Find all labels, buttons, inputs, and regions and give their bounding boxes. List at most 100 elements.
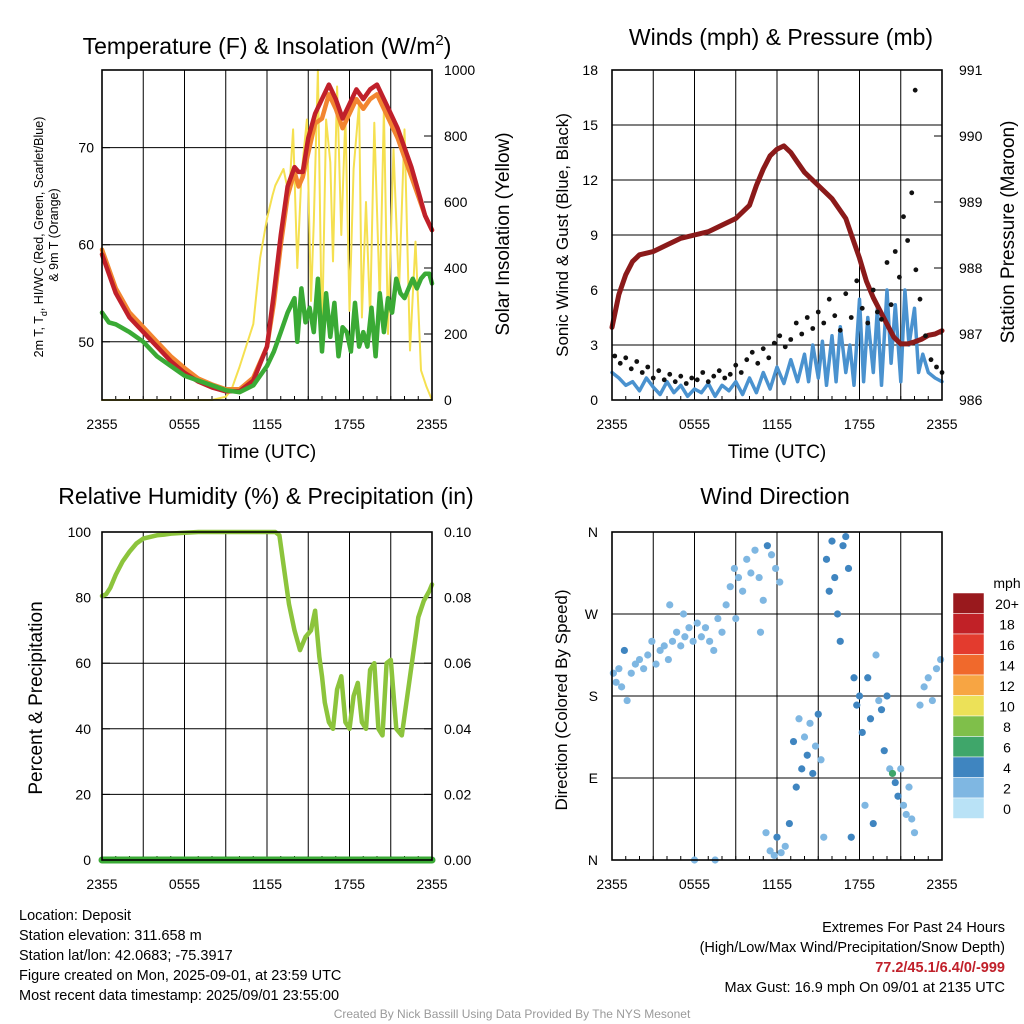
title-part: Temperature (F) & Insolation (W/m (83, 33, 436, 59)
x-tick-label: 2355 (86, 876, 117, 892)
x-tick-label: 1755 (844, 876, 875, 892)
direction-point (751, 546, 759, 554)
x-tick-label: 2355 (416, 876, 447, 892)
direction-point (767, 551, 776, 559)
direction-point (718, 628, 726, 636)
y-tick-label: 60 (75, 655, 91, 671)
y-tick-label: 3 (590, 337, 598, 353)
direction-point (897, 765, 905, 773)
wind-direction-chart-title: Wind Direction (700, 483, 850, 509)
gust-point (821, 320, 827, 326)
legend-title: mph (993, 575, 1020, 591)
y-tick-label: 6 (590, 282, 598, 298)
gust-point (905, 238, 911, 243)
direction-point (620, 646, 628, 655)
y-axis-label: Percent & Precipitation (26, 601, 47, 794)
direction-point (932, 665, 941, 673)
direction-point (722, 601, 730, 609)
gust-point (923, 333, 928, 339)
latlon-text: Station lat/lon: 42.0683; -75.3917 (19, 948, 233, 964)
gust-point (799, 331, 805, 337)
plot-border (101, 69, 433, 401)
direction-point (894, 792, 902, 800)
gust-point (749, 349, 755, 355)
direction-point (828, 537, 836, 545)
x-tick-label: 2355 (596, 416, 627, 432)
gust-point (656, 368, 662, 374)
y-tick-label: S (589, 688, 598, 704)
direction-point (880, 747, 888, 755)
plot-border (611, 69, 943, 401)
extremes-info: Extremes For Past 24 Hours (High/Low/Max… (700, 918, 1005, 998)
y-tick-label: 70 (78, 140, 94, 156)
direction-point (869, 819, 877, 828)
direction-point (755, 573, 763, 582)
direction-point (697, 633, 705, 641)
gust-point (843, 291, 849, 297)
y-tick-label: 0 (590, 392, 598, 408)
legend-label: 2 (1003, 781, 1011, 797)
direction-point (609, 669, 617, 677)
direction-point (762, 829, 770, 837)
y-right-tick-label: 990 (959, 128, 983, 144)
direction-point (635, 655, 644, 664)
legend-swatch (952, 756, 985, 778)
direction-point (822, 555, 831, 563)
direction-point (842, 532, 850, 541)
x-tick-label: 1155 (762, 876, 792, 892)
direction-point (920, 683, 928, 691)
y-tick-label: 40 (75, 721, 91, 737)
x-tick-label: 0555 (169, 876, 200, 892)
gust-point (782, 344, 788, 350)
gust-point (672, 379, 678, 385)
y-right-axis-label: Station Pressure (Maroon) (998, 121, 1019, 344)
gust-point (788, 337, 794, 342)
y-axis-label-line1: 2m T, Td, HI/WC (Red, Green, Scarlet/Blu… (32, 117, 49, 358)
direction-point (905, 783, 913, 791)
y-right-tick-label: 600 (444, 194, 468, 210)
direction-point (756, 628, 765, 636)
y-label-part: 2m T, T (32, 316, 46, 358)
direction-point (902, 810, 910, 819)
direction-point (763, 542, 771, 550)
y-axis-label-line2: & 9m T (Orange) (47, 188, 61, 281)
extremes-heading: Extremes For Past 24 Hours (822, 920, 1005, 936)
gust-point (711, 373, 717, 379)
direction-point (770, 851, 778, 860)
direction-point (627, 669, 635, 677)
y-tick-label: 12 (582, 172, 598, 188)
temperature-series-line (101, 69, 433, 401)
legend-label: 4 (1003, 760, 1011, 776)
direction-point (656, 646, 664, 655)
legend-swatch (952, 715, 985, 737)
y-tick-label: W (585, 606, 599, 622)
direction-point (732, 614, 740, 623)
direction-point (850, 674, 858, 682)
direction-point (798, 765, 806, 773)
direction-point (668, 637, 677, 645)
wind-direction-chart: Wind Direction N E S W N 2355 0555 1155 1755 2355 D… (552, 483, 1021, 892)
winds-chart-title: Winds (mph) & Pressure (mb) (629, 24, 933, 50)
direction-point (924, 674, 932, 682)
legend-swatch (952, 674, 985, 696)
location-text: Location: Deposit (19, 908, 132, 924)
direction-point (644, 651, 652, 659)
gust-point (815, 309, 821, 315)
direction-point (875, 696, 883, 705)
y-tick-label: 18 (582, 62, 598, 78)
gust-point (865, 320, 871, 326)
gust-point (639, 370, 645, 375)
direction-point (743, 555, 751, 563)
direction-point (681, 633, 689, 641)
x-tick-label: 2355 (596, 876, 627, 892)
y-right-tick-label: 986 (959, 392, 983, 408)
legend-swatch (952, 654, 985, 676)
gust-point (645, 364, 651, 370)
y-right-tick-label: 0.10 (444, 524, 471, 540)
direction-point (726, 583, 734, 591)
y-tick-label: 9 (590, 227, 598, 243)
x-tick-label: 1155 (252, 876, 282, 892)
legend-label: 14 (999, 658, 1015, 674)
direction-point (844, 564, 853, 573)
legend-swatch (952, 736, 985, 758)
